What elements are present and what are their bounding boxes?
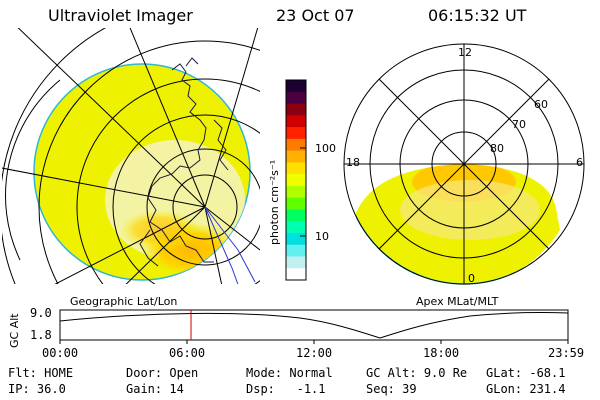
status-mode-value: Normal xyxy=(289,366,333,380)
colorbar-swatch xyxy=(286,244,306,257)
altitude-curve xyxy=(59,311,569,339)
xtick-2359: 23:59 xyxy=(548,346,585,360)
colorbar-swatch xyxy=(286,185,306,199)
colorbar-swatch xyxy=(286,221,306,234)
status-gc-alt-value: 9.0 Re xyxy=(423,366,468,380)
xtick-1200: 12:00 xyxy=(296,346,333,360)
colorbar-swatch xyxy=(286,232,306,246)
observation-time: 06:15:32 UT xyxy=(428,6,527,25)
altitude-plot xyxy=(59,309,569,344)
mlt-label-12: 12 xyxy=(458,46,472,59)
status-glat-value: -68.1 xyxy=(529,366,566,380)
status-flight-value: HOME xyxy=(44,366,74,380)
status-ip: IP: 36.0 xyxy=(8,382,66,396)
colorbar-tick-10: 10 xyxy=(315,230,329,243)
colorbar-swatch xyxy=(286,150,306,163)
mlat-label-70: 70 xyxy=(512,118,526,131)
xtick-0000: 00:00 xyxy=(42,346,79,360)
colorbar-swatch xyxy=(286,197,306,210)
mlat-mlt-map xyxy=(343,43,585,285)
status-glon-value: 231.4 xyxy=(529,382,566,396)
status-gain-value: 14 xyxy=(169,382,184,396)
status-door: Door: Open xyxy=(126,366,199,380)
mlt-label-18: 18 xyxy=(346,156,360,169)
xtick-0600: 06:00 xyxy=(169,346,206,360)
colorbar-swatch xyxy=(286,91,306,105)
status-dsp: Dsp: -1.1 xyxy=(246,382,326,396)
colorbar-swatch xyxy=(286,162,306,175)
observation-date: 23 Oct 07 xyxy=(276,6,355,25)
xtick-1800: 18:00 xyxy=(423,346,460,360)
instrument-title: Ultraviolet Imager xyxy=(48,6,193,25)
status-glat: GLat: -68.1 xyxy=(486,366,566,380)
colorbar-swatch xyxy=(286,103,306,116)
colorbar-swatch xyxy=(286,209,306,222)
right-projection-label: Apex MLat/MLT xyxy=(416,295,499,308)
longitude-lines xyxy=(2,28,260,284)
status-ip-value: 36.0 xyxy=(36,382,66,396)
status-dsp-value: -1.1 xyxy=(296,382,326,396)
coastline xyxy=(139,57,229,267)
colorbar-swatch xyxy=(286,256,306,269)
left-projection-label: Geographic Lat/Lon xyxy=(70,295,178,308)
altitude-ytick-low: 1.8 xyxy=(30,328,52,342)
colorbar-swatch xyxy=(286,138,306,152)
mlat-label-80: 80 xyxy=(490,142,504,155)
status-gain: Gain: 14 xyxy=(126,382,184,396)
colorbar-unit-label: photon cm⁻²s⁻¹ xyxy=(268,159,281,245)
status-seq-value: 39 xyxy=(402,382,417,396)
colorbar-swatch xyxy=(286,174,306,187)
colorbar-swatch xyxy=(286,268,306,281)
status-seq: Seq: 39 xyxy=(366,382,417,396)
terminator-lines xyxy=(204,206,256,284)
status-flight: Flt: HOME xyxy=(8,366,74,380)
colorbar xyxy=(286,80,306,281)
altitude-ytick-high: 9.0 xyxy=(30,306,52,320)
mlt-label-6: 6 xyxy=(576,156,583,169)
status-glon: GLon: 231.4 xyxy=(486,382,566,396)
colorbar-tick-100: 100 xyxy=(315,142,336,155)
colorbar-swatch xyxy=(286,80,306,93)
colorbar-swatch xyxy=(286,127,306,140)
x-tick-marks xyxy=(59,340,569,344)
mlat-label-60: 60 xyxy=(534,98,548,111)
status-mode: Mode: Normal xyxy=(246,366,333,380)
colorbar-swatch xyxy=(286,115,306,128)
status-door-value: Open xyxy=(169,366,199,380)
mlt-lines xyxy=(344,44,584,284)
latitude-circles xyxy=(2,28,260,284)
status-gc-alt: GC Alt: 9.0 Re xyxy=(366,366,468,380)
altitude-ylabel: GC Alt xyxy=(8,313,21,348)
mlt-label-0: 0 xyxy=(468,272,475,285)
